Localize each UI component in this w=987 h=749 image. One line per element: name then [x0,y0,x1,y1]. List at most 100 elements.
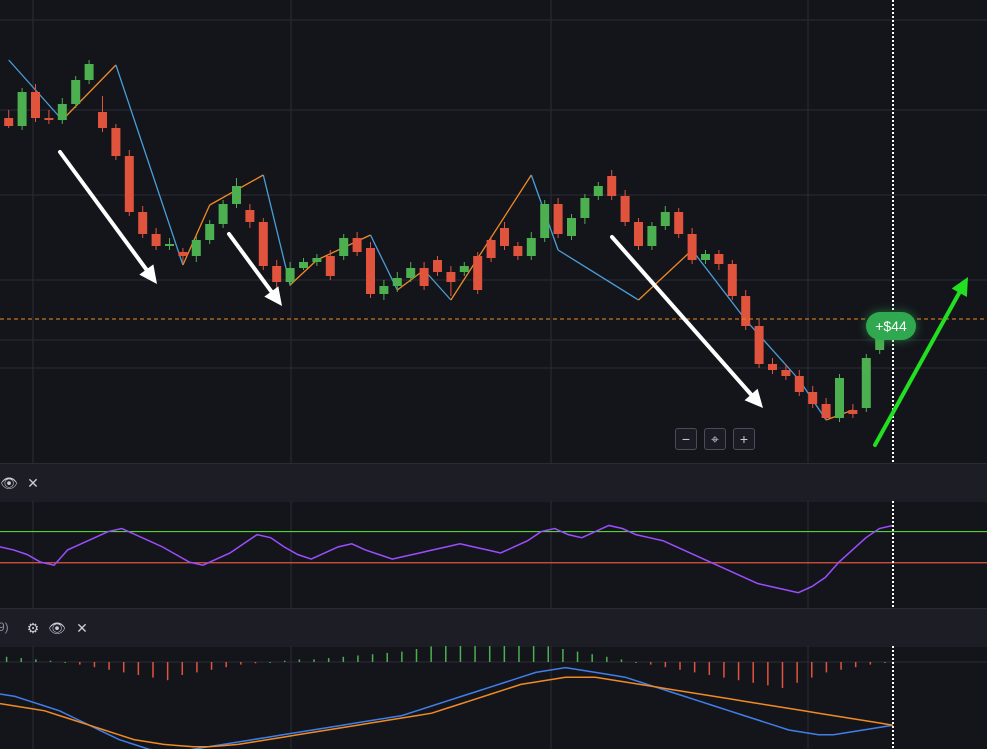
macd-histogram-bar [840,662,842,670]
zoom-in-icon: + [739,431,749,447]
zigzag-segment [61,64,117,121]
candle-body [392,278,402,286]
macd-histogram-bar [547,646,550,662]
zoom-out-button[interactable]: − [675,428,697,450]
candle-body [486,240,496,258]
candle-body [31,92,40,118]
candle-body [794,376,804,392]
macd-histogram-bar [35,659,37,662]
macd-histogram-bar [723,662,725,678]
candle-body [459,266,469,272]
candle-body [419,268,429,286]
candle-body [808,392,818,404]
candle-body [124,156,134,212]
macd-histogram-bar [298,659,301,662]
candle-body [647,226,657,246]
macd-histogram-bar [210,662,213,670]
rsi-svg [0,501,987,608]
candle-body [526,238,536,256]
macd-histogram-bar [503,646,506,662]
macd-histogram-bar [269,662,271,663]
macd-histogram-bar [767,662,769,686]
macd-histogram-bar [445,646,447,662]
close-icon[interactable]: ✕ [76,619,88,636]
candle-body [98,112,107,128]
zoom-in-button[interactable]: + [733,428,755,450]
candle-body [660,212,670,226]
rsi-indicator-header: 👁 ✕ [0,463,987,502]
candle-body [272,266,282,282]
candle-body [379,286,389,294]
candle-body [84,64,94,80]
candle-body [741,296,751,326]
macd-histogram-bar [869,662,872,665]
macd-histogram-bar [64,662,66,663]
macd-histogram-bar [562,649,564,662]
macd-histogram-bar [371,654,374,662]
macd-histogram-bar [108,662,110,670]
macd-histogram-bar [5,656,8,662]
candle-body [861,358,871,408]
candle-body [366,248,375,294]
macd-histogram-bar [79,662,81,665]
candle-body [178,252,188,256]
macd-histogram-bar [620,659,623,662]
candle-body [151,234,161,246]
macd-histogram-bar [342,656,345,662]
recenter-button[interactable]: ⌖ [704,428,726,450]
candle-body [835,378,844,418]
macd-histogram-bar [327,658,330,662]
candle-body [299,262,308,268]
price-chart-svg[interactable] [0,0,987,463]
candle-body [754,326,764,364]
macd-histogram-bar [152,662,154,678]
macd-histogram-bar [240,662,242,665]
candle-body [875,338,885,350]
macd-histogram-bar [649,662,652,665]
candle-body [567,218,576,236]
candle-body [473,256,483,290]
macd-histogram-bar [137,662,140,675]
candle-body [258,222,268,266]
candle-body [781,370,791,376]
macd-histogram-bar [166,662,169,681]
price-chart[interactable]: +$44 − ⌖ + [0,0,987,463]
candle-body [4,118,14,126]
candle-body [848,410,858,414]
zigzag-segment [557,249,639,301]
trend-arrow-icon [58,150,157,284]
macd-histogram-bar [122,662,125,673]
candle-body [44,118,54,120]
gear-icon[interactable]: ⚙ [26,619,40,636]
candle-body [57,104,67,120]
close-icon[interactable]: ✕ [27,474,39,491]
candle-body [325,256,335,276]
macd-histogram-bar [488,646,491,662]
zigzag-segment [262,174,291,286]
signal-line [0,676,894,748]
candle-body [674,212,684,234]
macd-histogram-bar [474,646,476,662]
macd-histogram-bar [386,652,388,662]
candle-body [245,210,255,222]
candle-body [821,404,831,418]
candle-body [218,204,228,224]
candle-body [433,260,442,272]
candle-body [232,186,241,204]
zigzag-segment [638,249,693,301]
macd-histogram-bar [752,662,754,683]
candle-body [714,254,724,264]
macd-histogram-bar [284,660,286,662]
candle-body [165,244,174,246]
eye-icon[interactable]: 👁 [48,619,66,636]
eye-icon[interactable]: 👁 [0,474,18,491]
macd-histogram-bar [796,662,798,683]
macd-histogram-bar [679,662,681,670]
crosshair-icon: ⌖ [711,430,719,447]
macd-histogram-bar [532,646,535,662]
macd-histogram-bar [196,662,198,673]
candle-body [607,176,617,196]
macd-histogram-bar [254,662,257,664]
rsi-line [0,524,894,594]
candle-body [17,92,27,126]
